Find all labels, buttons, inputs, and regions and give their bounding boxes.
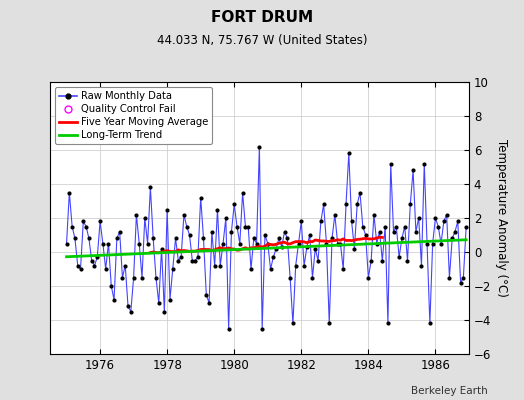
Text: 44.033 N, 75.767 W (United States): 44.033 N, 75.767 W (United States) <box>157 34 367 47</box>
Legend: Raw Monthly Data, Quality Control Fail, Five Year Moving Average, Long-Term Tren: Raw Monthly Data, Quality Control Fail, … <box>55 87 212 144</box>
Text: Berkeley Earth: Berkeley Earth <box>411 386 487 396</box>
Y-axis label: Temperature Anomaly (°C): Temperature Anomaly (°C) <box>495 139 508 297</box>
Text: FORT DRUM: FORT DRUM <box>211 10 313 25</box>
